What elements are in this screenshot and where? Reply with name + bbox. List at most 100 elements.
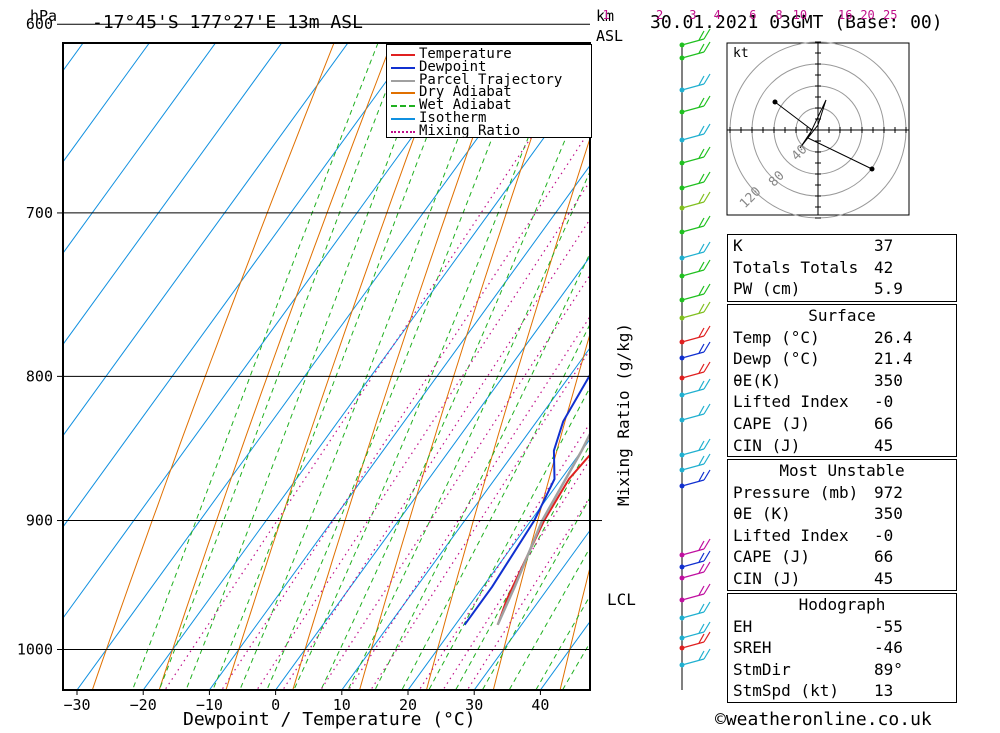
legend-swatch <box>391 66 415 69</box>
mixing-ratio-line <box>347 315 590 690</box>
wet-adiabat-line <box>131 43 379 690</box>
index-label: StmSpd (kt) <box>733 681 839 701</box>
index-value: 45 <box>874 568 894 588</box>
mixing-ratio-line <box>220 129 590 690</box>
legend-swatch <box>391 79 415 82</box>
temperature-line <box>496 453 590 626</box>
mixing-ratio-label: 2 <box>656 8 663 22</box>
legend-item: Temperature <box>387 47 591 61</box>
index-row: Lifted Index -0 <box>728 391 956 413</box>
surface-title: Surface <box>808 306 876 325</box>
hodograph-panel-title: Hodograph <box>798 595 886 614</box>
index-label: CIN (J) <box>733 435 801 455</box>
index-row: StmDir 89° <box>728 659 956 681</box>
isotherm-line <box>142 73 590 690</box>
dry-adiabat-line <box>158 43 393 690</box>
index-row: Temp (°C) 26.4 <box>728 327 956 349</box>
pressure-tick-label: 800 <box>26 367 53 385</box>
index-value: 350 <box>874 370 903 390</box>
index-value: -46 <box>874 638 903 658</box>
legend-label: Dry Adiabat <box>419 84 512 101</box>
isotherm-line <box>341 347 590 690</box>
dry-adiabat-line <box>225 43 450 690</box>
index-label: CAPE (J) <box>733 547 811 567</box>
plot-frame <box>62 42 591 691</box>
index-value: 37 <box>874 236 894 255</box>
isotherm-line <box>274 255 590 690</box>
mixing-ratio-line <box>319 274 590 690</box>
wet-adiabat-line <box>347 170 590 690</box>
index-label: Temp (°C) <box>733 327 820 347</box>
legend-swatch <box>391 130 415 133</box>
pressure-tick-label: 1000 <box>17 641 53 659</box>
index-row: PW (cm) 5.9 <box>728 278 956 300</box>
temp-tick-label: 20 <box>399 696 417 714</box>
temp-tick-label: 30 <box>465 696 483 714</box>
lcl-label: LCL <box>607 590 636 609</box>
legend-swatch <box>391 54 415 56</box>
index-value: 66 <box>874 413 894 433</box>
mixing-ratio-label: 1 <box>602 8 609 22</box>
dry-adiabat-line <box>91 43 335 690</box>
index-label: PW (cm) <box>733 279 801 299</box>
index-label: θE(K) <box>733 370 782 390</box>
mixing-ratio-line <box>466 495 590 690</box>
index-row: θE (K) 350 <box>728 503 956 525</box>
index-value: 13 <box>874 681 894 701</box>
index-value: -0 <box>874 525 894 545</box>
temp-tick-label: 40 <box>531 696 549 714</box>
temp-tick-label: −10 <box>196 696 223 714</box>
x-axis-label: Dewpoint / Temperature (°C) <box>183 709 476 730</box>
isotherm-line <box>76 43 548 690</box>
mixing-ratio-label: 3 <box>689 8 696 22</box>
mixing-ratio-label: 4 <box>714 8 721 22</box>
index-row: K 37 <box>728 235 956 257</box>
mixing-ratio-label: 20 <box>860 8 874 22</box>
index-label: CAPE (J) <box>733 413 811 433</box>
pressure-tick-label: 900 <box>26 512 53 530</box>
most-unstable-title: Most Unstable <box>779 461 905 480</box>
dry-adiabat-line <box>425 136 590 690</box>
index-row: Lifted Index -0 <box>728 525 956 547</box>
index-label: Lifted Index <box>733 392 849 412</box>
pressure-unit-label: hPa <box>30 7 58 25</box>
mixing-ratio-label: 16 <box>838 8 852 22</box>
mixing-ratio-line <box>370 348 590 690</box>
temp-tick-label: −30 <box>63 696 90 714</box>
index-row: Pressure (mb) 972 <box>728 482 956 504</box>
km-label: km <box>596 7 615 25</box>
index-row: CAPE (J) 66 <box>728 413 956 435</box>
isotherm-line <box>208 164 590 690</box>
index-row: CAPE (J) 66 <box>728 546 956 568</box>
index-value: 350 <box>874 504 903 524</box>
index-value: 45 <box>874 435 894 455</box>
temp-tick-label: 0 <box>271 696 280 714</box>
temp-tick-label: 10 <box>333 696 351 714</box>
temp-tick-label: −20 <box>130 696 157 714</box>
index-label: Lifted Index <box>733 525 849 545</box>
index-row: Dewp (°C) 21.4 <box>728 348 956 370</box>
index-value: 5.9 <box>874 279 903 299</box>
hodograph-panel: Hodograph EH -55 SREH -46 StmDir 89° StmSpd (kt… <box>727 593 957 703</box>
index-label: K <box>733 236 743 255</box>
index-value: 42 <box>874 257 894 277</box>
legend-item: Mixing Ratio <box>387 122 591 139</box>
index-value: 26.4 <box>874 327 913 347</box>
datetime-title: 30.01.2021 03GMT (Base: 00) <box>650 12 943 33</box>
legend-swatch <box>391 92 415 95</box>
index-value: -0 <box>874 392 894 412</box>
index-row: EH -55 <box>728 616 956 638</box>
index-value: -55 <box>874 616 903 636</box>
hodograph-unit-label: kt <box>733 46 749 61</box>
legend-item: Dewpoint <box>387 60 591 74</box>
dry-adiabat-line <box>492 332 590 690</box>
legend-label: Mixing Ratio <box>419 122 521 139</box>
index-label: Pressure (mb) <box>733 482 859 502</box>
pressure-tick-label: 700 <box>26 204 53 222</box>
index-value: 21.4 <box>874 349 913 369</box>
index-label: StmDir <box>733 659 791 679</box>
dry-adiabat-line <box>292 43 507 690</box>
